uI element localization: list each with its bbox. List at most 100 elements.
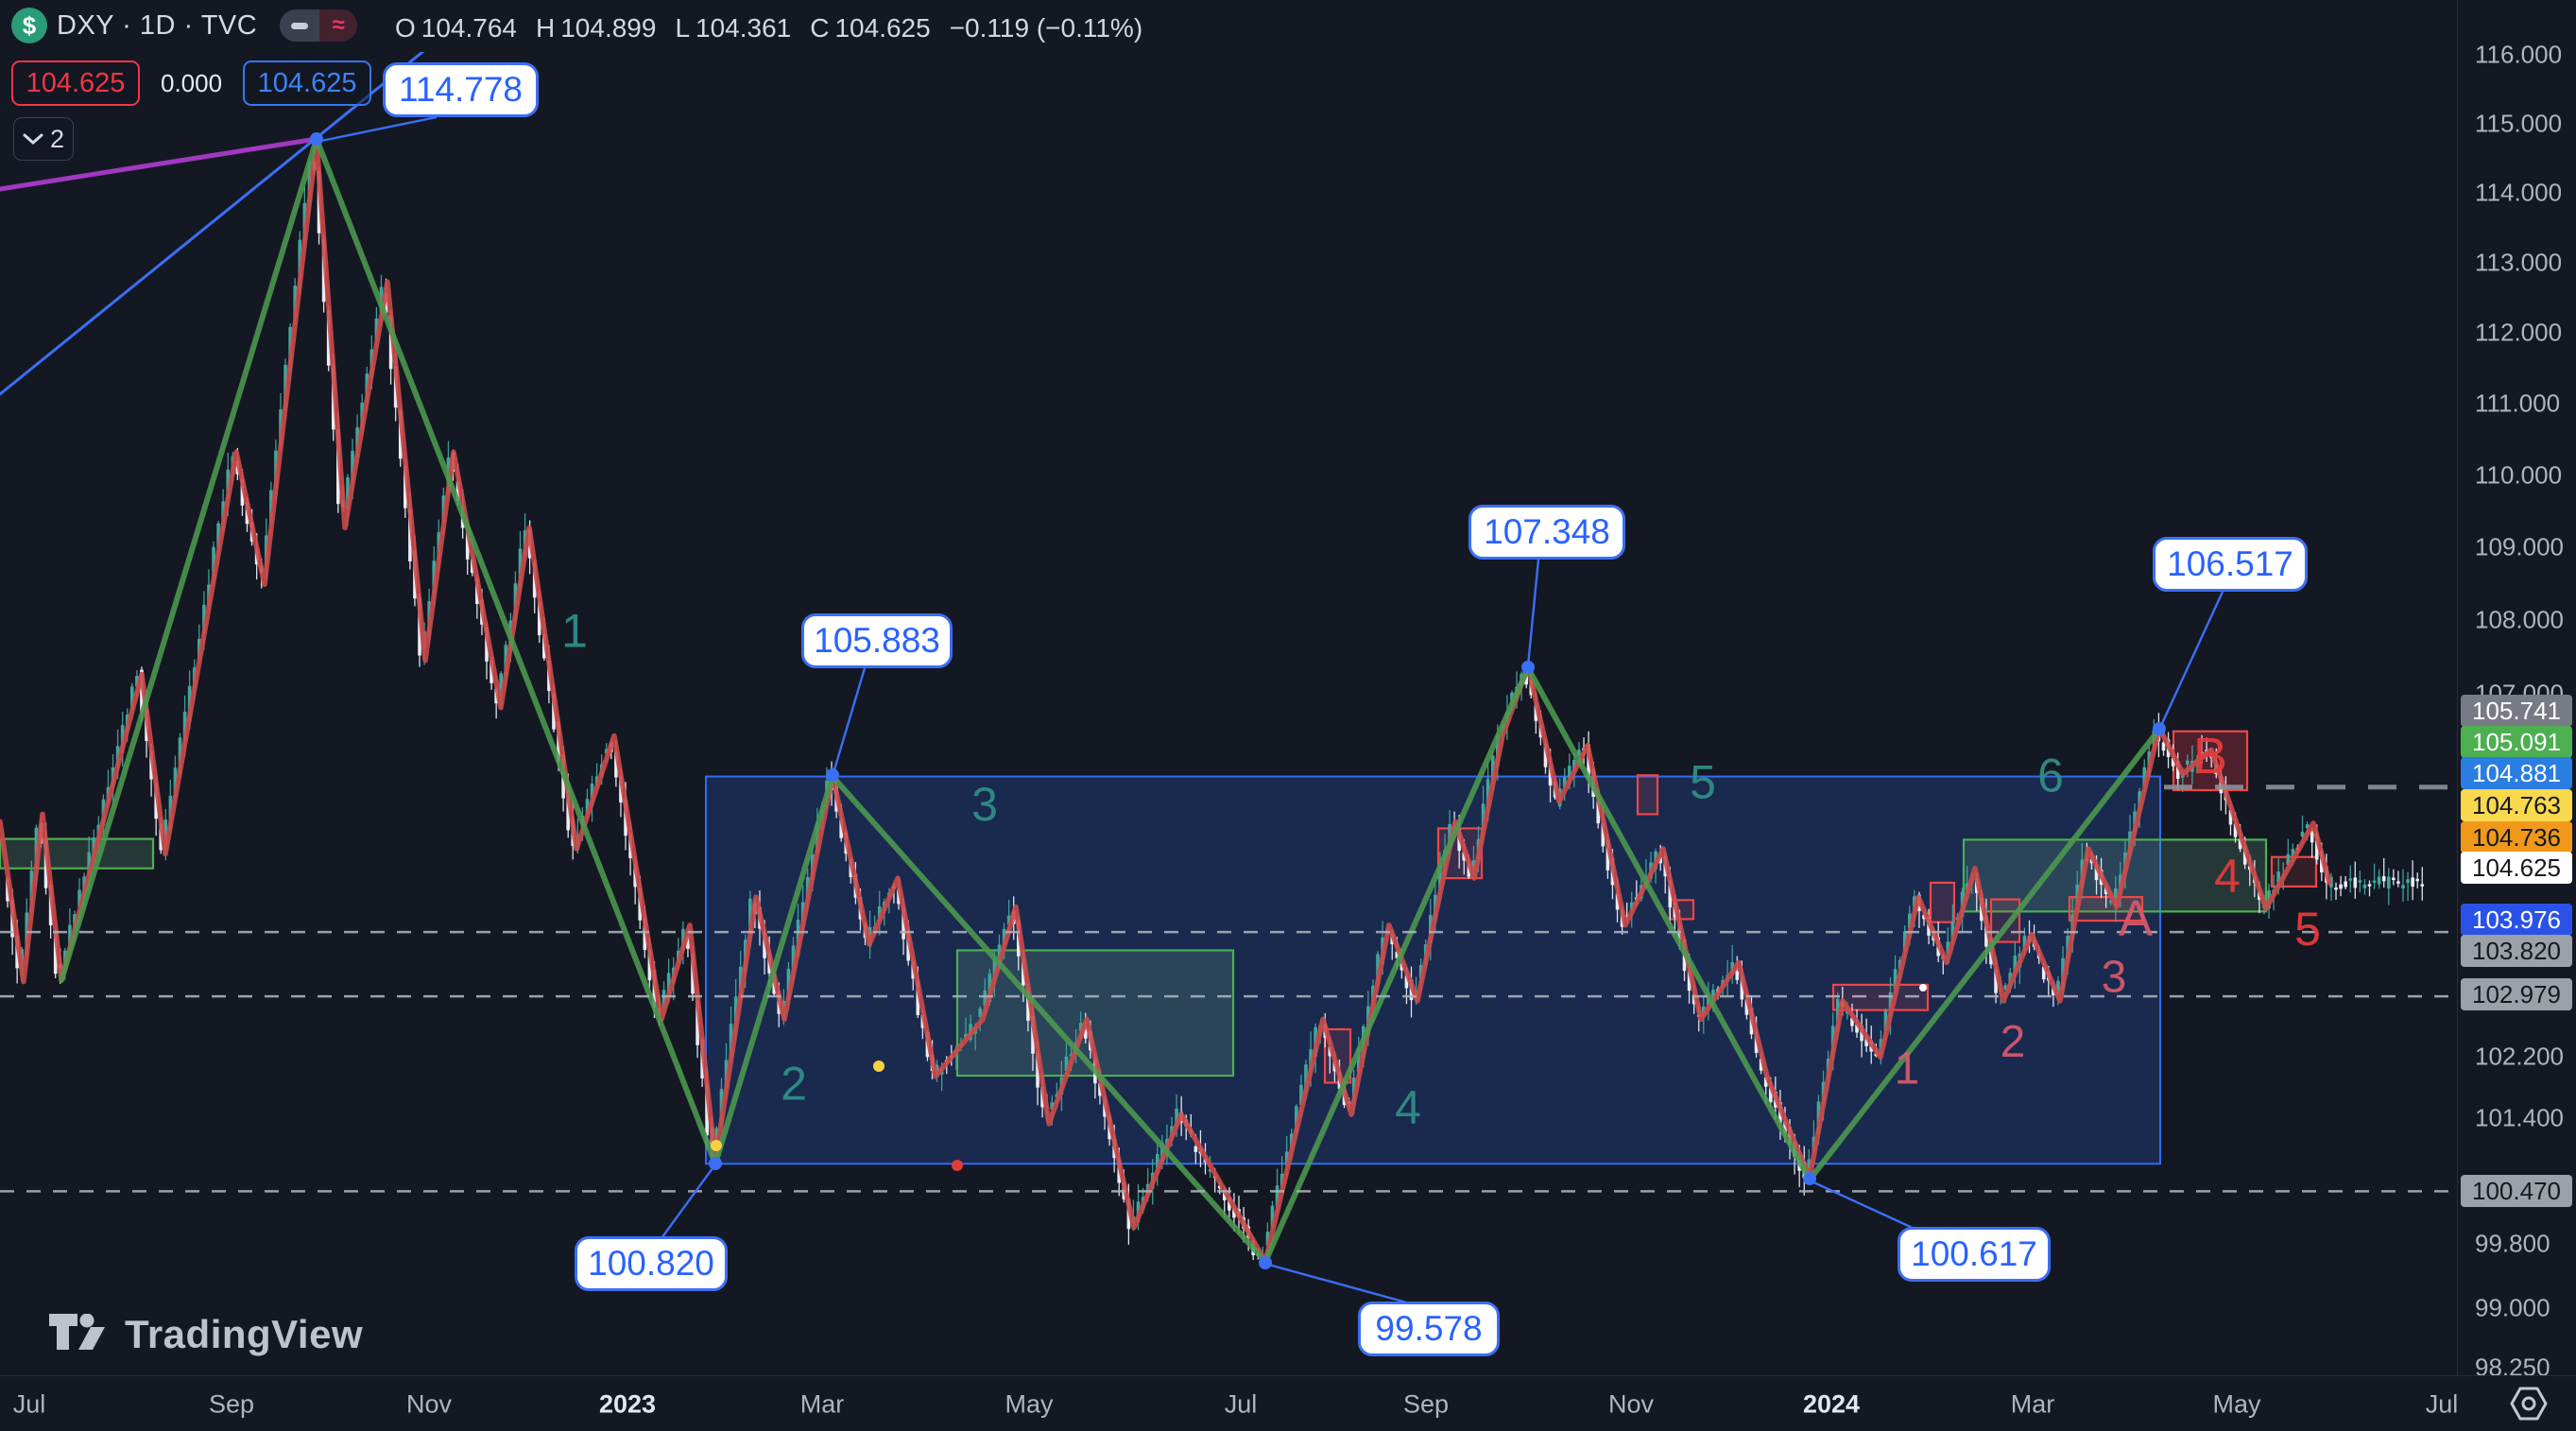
time-axis[interactable]: Jul Sep Nov 2023 Mar May Jul Sep Nov 2024 Mar May Ju… [0,1375,2576,1431]
wave-label[interactable]: 2 [781,1058,807,1111]
time-axis-tick: Nov [405,1389,453,1418]
close-value: 104.625 [834,13,931,43]
wave-label[interactable]: 5 [2294,903,2321,956]
drawing-anchor-dot[interactable] [709,1157,722,1170]
open-label: O [395,13,416,43]
price-axis-label: 105.741 [2461,695,2572,727]
time-axis-tick: Jul [1224,1389,1258,1418]
blue-trendline[interactable] [0,0,487,396]
price-axis-tick: 111.000 [2475,388,2561,418]
dash-toggle-icon[interactable] [280,9,320,42]
wave-label[interactable]: 1 [561,605,588,658]
red-zone-box[interactable] [2172,730,2249,792]
drawing-anchor-dot[interactable] [310,132,323,146]
tradingview-logo-text: TradingView [125,1312,364,1356]
red-zone-box[interactable] [1989,898,2021,943]
red-zone-box[interactable] [1929,881,1956,923]
elliott-wave-rectangle[interactable] [705,775,2161,1165]
time-axis-tick: Nov [1607,1389,1655,1418]
time-axis-tick: Mar [799,1389,845,1418]
price-callout[interactable]: 100.617 [1898,1227,2051,1282]
price-callout[interactable]: 107.348 [1468,505,1625,560]
red-zone-box[interactable] [1636,774,1659,816]
symbol-header: $ DXY · 1D · TVC ≈ [11,8,358,43]
purple-trendline[interactable] [0,136,319,192]
wave-toggle-icon[interactable]: ≈ [319,9,358,42]
wave-label[interactable]: 1 [1895,1044,1920,1095]
wave-label[interactable]: 3 [971,778,998,831]
wave-label[interactable]: 4 [1395,1081,1421,1134]
wave-label[interactable]: B [2193,728,2227,784]
zigzag-green[interactable] [59,136,2162,1265]
price-axis-label: 104.881 [2461,757,2572,789]
callout-connector [1526,559,1540,666]
price-callout[interactable]: 106.517 [2153,537,2308,592]
drawing-anchor-dot[interactable] [873,1060,884,1072]
close-label: C [810,13,830,43]
price-axis-tick: 102.200 [2475,1042,2564,1071]
time-axis-tick: May [2212,1389,2261,1418]
callout-connector [1264,1262,1411,1305]
drawing-anchor-dot[interactable] [711,1140,722,1151]
layers-count: 2 [49,124,65,153]
price-axis-tick: 109.000 [2475,532,2564,561]
price-axis-tick: 110.000 [2475,460,2563,490]
sell-button[interactable]: 104.625 [11,60,140,106]
price-callout[interactable]: 99.578 [1358,1302,1500,1356]
time-axis-tick: May [1005,1389,1054,1418]
drawing-anchor-dot[interactable] [1521,661,1535,674]
time-axis-tick: Sep [1402,1389,1450,1418]
price-callout[interactable]: 100.820 [575,1236,728,1291]
price-axis-tick: 116.000 [2475,40,2563,69]
price-callout[interactable]: 105.883 [801,613,953,668]
price-axis-label: 105.091 [2461,726,2572,758]
object-tree-count-button[interactable]: 2 [13,117,74,161]
callout-connector [661,1164,716,1239]
price-axis-tick: 115.000 [2475,109,2563,138]
time-axis-tick: 2024 [1802,1389,1861,1418]
price-axis-tick: 114.000 [2475,178,2563,207]
ohlc-readout: O 104.764 H 104.899 L 104.361 C 104.625 −0.1… [395,13,1156,43]
price-axis-tick: 112.000 [2475,318,2563,347]
buy-button[interactable]: 104.625 [243,60,372,106]
chart-settings-button[interactable] [2502,1382,2555,1425]
price-axis-label: 103.820 [2461,935,2572,967]
wave-label[interactable]: 5 [1690,755,1716,808]
wave-label[interactable]: 4 [2214,850,2241,903]
time-axis-tick: Jul [2425,1389,2459,1418]
drawing-anchor-dot[interactable] [1919,984,1927,991]
green-zone-box[interactable] [0,837,155,870]
price-axis-label: 104.763 [2461,789,2572,821]
price-callout[interactable]: 114.778 [383,62,539,117]
high-label: H [536,13,556,43]
price-axis-tick: 99.000 [2475,1293,2550,1322]
drawing-visibility-toggle: ≈ [280,9,358,42]
callout-connector [1809,1179,1915,1231]
drawing-anchor-dot[interactable] [1259,1256,1272,1269]
time-axis-tick: Mar [2010,1389,2055,1418]
price-axis-tick: 113.000 [2475,248,2563,277]
red-zone-box[interactable] [2068,896,2144,922]
plot-area [0,0,2425,1265]
tradingview-watermark[interactable]: TradingView [49,1312,363,1357]
price-axis[interactable]: 116.000 115.000 114.000 113.000 112.000 111.0… [2457,0,2576,1382]
wave-label[interactable]: 3 [2102,953,2127,1003]
wave-label[interactable]: 6 [2037,749,2064,802]
callout-connector [316,115,438,144]
time-axis-tick: Sep [208,1389,255,1418]
change-value: −0.119 (−0.11%) [949,13,1143,43]
time-axis-tick: 2023 [598,1389,657,1418]
wave-label[interactable]: A [2119,890,2153,947]
symbol-title[interactable]: DXY · 1D · TVC [57,9,258,41]
low-value: 104.361 [696,13,792,43]
spread-value: 0.000 [161,68,223,97]
price-axis-label: 100.470 [2461,1175,2572,1207]
wave-label[interactable]: 2 [2001,1017,2026,1067]
drawing-anchor-dot[interactable] [952,1160,963,1171]
price-axis-tick: 108.000 [2475,605,2564,634]
price-axis-label: 103.976 [2461,904,2572,936]
chevron-down-icon [23,133,43,146]
low-label: L [675,13,691,43]
